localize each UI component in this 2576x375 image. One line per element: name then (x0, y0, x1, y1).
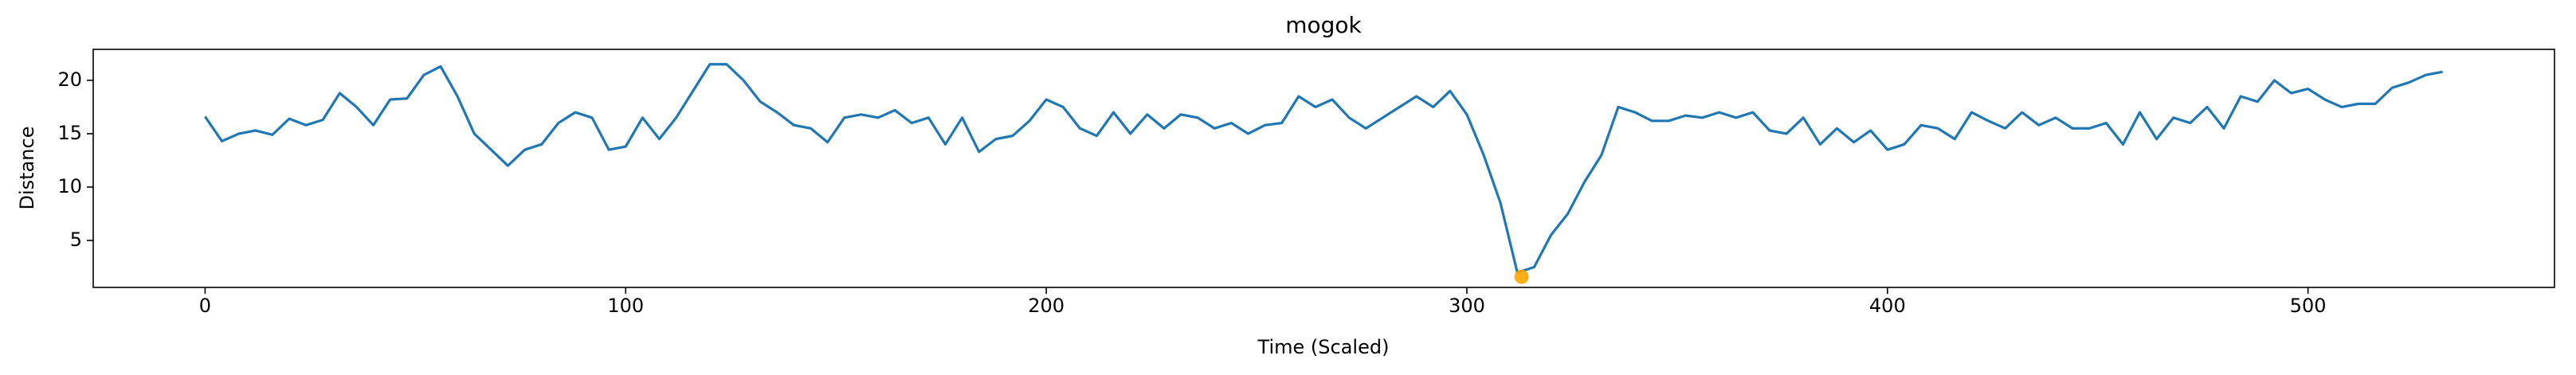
x-tick-label: 300 (1449, 295, 1485, 317)
x-axis-label: Time (Scaled) (1257, 336, 1390, 358)
x-tick-label: 200 (1028, 295, 1065, 317)
y-axis-label: Distance (16, 127, 38, 210)
x-tick-label: 500 (2290, 295, 2327, 317)
x-tick-label: 0 (199, 295, 211, 317)
x-tick-label: 100 (607, 295, 644, 317)
y-tick-label: 10 (57, 175, 82, 197)
y-tick-label: 20 (57, 68, 82, 91)
line (204, 63, 2443, 274)
y-tick-label: 5 (70, 229, 82, 251)
min-marker (1514, 269, 1529, 284)
y-tick-label: 15 (57, 122, 82, 144)
axes-frame (92, 49, 2555, 288)
x-tick-label: 400 (1869, 295, 1906, 317)
chart-title: mogok (1285, 12, 1362, 38)
